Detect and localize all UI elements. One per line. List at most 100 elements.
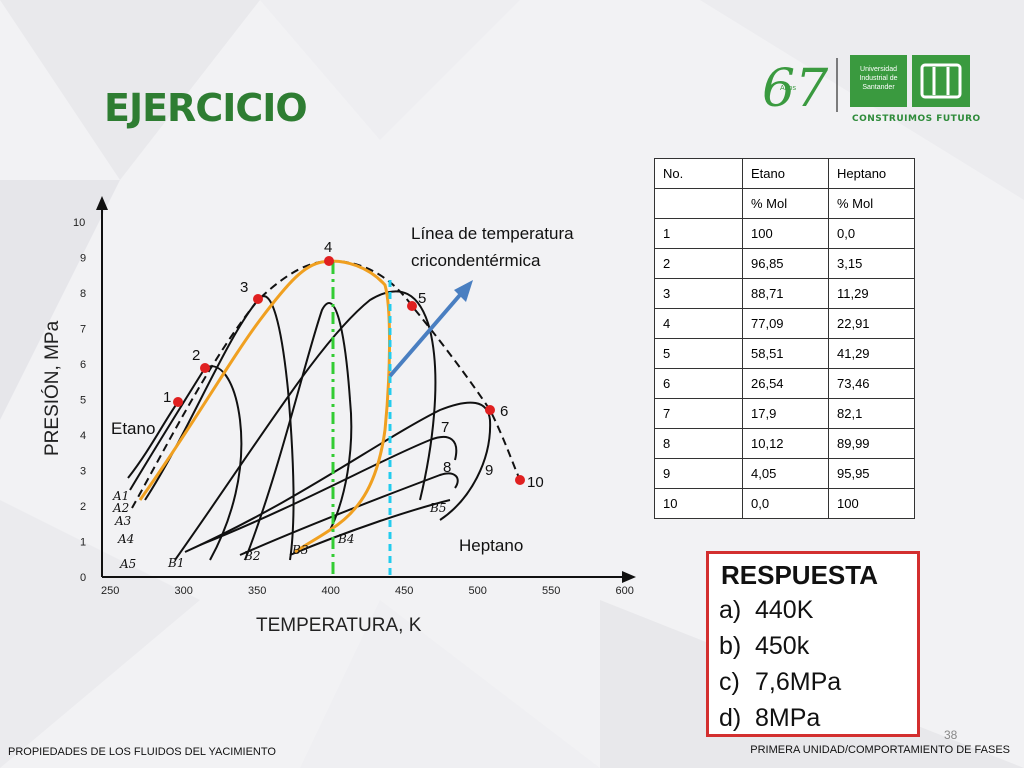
table-cell: 4	[654, 308, 743, 339]
point-label-7: 7	[441, 419, 449, 436]
table-cell: 3	[654, 278, 743, 309]
table-cell	[654, 188, 743, 219]
table-row: 2 96,85 3,15	[654, 248, 915, 279]
x-tick-label: 350	[248, 585, 266, 597]
y-tick-label: 3	[80, 466, 86, 478]
x-axis-arrow	[622, 571, 636, 583]
annotation-arrow-head	[454, 280, 473, 302]
table-cell: No.	[654, 158, 743, 189]
table-row: 3 88,71 11,29	[654, 278, 915, 309]
respuesta-option-letter: c)	[719, 668, 740, 696]
anniversary-logo: 67 Años	[762, 58, 838, 119]
footer-left: PROPIEDADES DE LOS FLUIDOS DEL YACIMIENT…	[8, 746, 276, 758]
table-header-row: No. Etano Heptano	[654, 158, 915, 189]
envelope-curve-4-inner	[244, 302, 353, 561]
x-tick-label: 600	[616, 585, 634, 597]
y-tick-label: 0	[80, 572, 86, 584]
a-label-3: A3	[114, 514, 132, 528]
envelope-curve-6	[184, 401, 492, 553]
table-cell: 7	[654, 398, 743, 429]
table-cell: 17,9	[742, 398, 829, 429]
table-row: 7 17,9 82,1	[654, 398, 915, 429]
point-label-3: 3	[240, 279, 248, 296]
respuesta-option-value: 7,6MPa	[755, 668, 842, 696]
slide-title: EJERCICIO	[104, 86, 308, 130]
critical-point-6	[485, 405, 495, 415]
envelope-curve-7	[199, 435, 458, 546]
table-cell: 41,29	[828, 338, 915, 369]
critical-locus	[131, 259, 521, 509]
y-tick-label: 5	[80, 395, 86, 407]
annotation-line-1: Línea de temperatura	[411, 224, 574, 243]
table-cell: 0,0	[828, 218, 915, 249]
point-label-8: 8	[443, 459, 451, 476]
table-cell: 3,15	[828, 248, 915, 279]
x-tick-label: 550	[542, 585, 560, 597]
table-cell: 96,85	[742, 248, 829, 279]
annotation-line-2: cricondentérmica	[411, 251, 541, 270]
uis-logo	[912, 55, 970, 107]
respuesta-option: c) 7,6MPa	[719, 668, 841, 697]
y-tick-label: 6	[80, 359, 86, 371]
b-label-1: B1	[167, 556, 184, 570]
table-cell: Etano	[742, 158, 829, 189]
footer-right: PRIMERA UNIDAD/COMPORTAMIENTO DE FASES	[750, 744, 1010, 756]
table-row: 9 4,05 95,95	[654, 458, 915, 489]
respuesta-box: RESPUESTA a) 440K b) 450k c) 7,6MPa d) 8MPa	[706, 551, 920, 737]
y-tick-label: 1	[80, 537, 86, 549]
envelope-curve-9	[289, 499, 451, 556]
university-logo-text: Universidad Industrial de Santander	[850, 55, 907, 107]
respuesta-option: a) 440K	[719, 596, 813, 625]
respuesta-title: RESPUESTA	[721, 560, 878, 590]
table-row: 6 26,54 73,46	[654, 368, 915, 399]
envelope-curve-5-outer	[174, 290, 437, 561]
table-cell: % Mol	[742, 188, 829, 219]
respuesta-option-value: 440K	[755, 596, 814, 624]
critical-point-3	[253, 294, 263, 304]
a-label-5: A5	[119, 557, 136, 571]
x-tick-label: 400	[322, 585, 340, 597]
critical-point-4	[324, 256, 334, 266]
y-tick-label: 2	[80, 501, 86, 513]
heptano-label: Heptano	[459, 536, 523, 555]
table-cell: Heptano	[828, 158, 915, 189]
table-row: 8 10,12 89,99	[654, 428, 915, 459]
table-header-row: % Mol% Mol	[654, 188, 915, 219]
table-cell: 88,71	[742, 278, 829, 309]
a-label-1: A1	[112, 489, 129, 503]
etano-label: Etano	[111, 419, 155, 438]
point-label-4: 4	[324, 239, 332, 256]
point-label-9: 9	[485, 462, 493, 479]
y-tick-label: 4	[80, 430, 86, 442]
y-axis-arrow	[96, 196, 108, 210]
university-motto: CONSTRUIMOS FUTURO	[852, 114, 981, 124]
composition-table: No. Etano Heptano% Mol% Mol 1 100 0,0 2 96,85 3,…	[654, 158, 915, 519]
table-cell: 0,0	[742, 488, 829, 519]
critical-point-5	[407, 301, 417, 311]
y-tick-label: 9	[80, 253, 86, 265]
table-cell: 100	[742, 218, 829, 249]
respuesta-option: b) 450k	[719, 632, 809, 661]
envelope-curve-2-left	[129, 365, 243, 561]
annotation-arrow	[388, 286, 468, 378]
envelope-curve-8	[239, 472, 459, 556]
table-cell: 5	[654, 338, 743, 369]
y-tick-label: 7	[80, 324, 86, 336]
table-cell: 26,54	[742, 368, 829, 399]
b-label-5: B5	[429, 501, 446, 515]
table-cell: 58,51	[742, 338, 829, 369]
table-cell: 73,46	[828, 368, 915, 399]
y-tick-label: 10	[73, 217, 85, 229]
respuesta-option-letter: a)	[719, 596, 742, 624]
b-label-3: B3	[291, 543, 309, 557]
table-cell: 1	[654, 218, 743, 249]
y-axis-label: PRESIÓN, MPa	[41, 320, 63, 456]
table-cell: 4,05	[742, 458, 829, 489]
b-label-2: B2	[243, 549, 260, 563]
table-cell: % Mol	[828, 188, 915, 219]
respuesta-option-letter: d)	[719, 704, 742, 732]
critical-point-10	[515, 475, 525, 485]
respuesta-option: d) 8MPa	[719, 704, 820, 733]
y-tick-label: 8	[80, 288, 86, 300]
